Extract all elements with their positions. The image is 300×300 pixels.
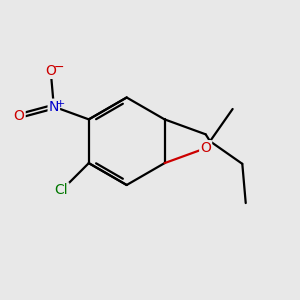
Text: O: O: [14, 109, 25, 123]
Text: Cl: Cl: [55, 183, 68, 197]
Text: +: +: [56, 99, 65, 109]
Text: O: O: [45, 64, 56, 78]
Text: N: N: [49, 100, 59, 114]
Text: O: O: [200, 141, 211, 155]
Text: −: −: [54, 61, 64, 74]
